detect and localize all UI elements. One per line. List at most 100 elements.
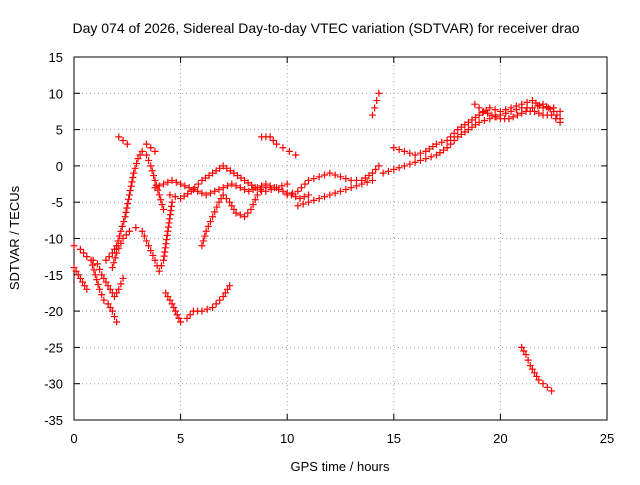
data-point <box>310 196 318 204</box>
data-point <box>98 271 106 279</box>
data-point <box>115 285 123 293</box>
data-point <box>171 193 179 201</box>
data-point <box>147 247 155 255</box>
data-point <box>76 245 84 253</box>
data-point <box>216 296 224 304</box>
data-point <box>100 296 108 304</box>
data-point <box>96 285 104 293</box>
data-point <box>373 97 381 105</box>
data-point <box>390 166 398 174</box>
data-point <box>496 107 504 115</box>
data-point <box>461 121 469 129</box>
data-point <box>113 318 121 326</box>
data-point <box>292 151 300 159</box>
data-point <box>361 174 369 182</box>
data-point <box>118 222 126 230</box>
data-point <box>79 278 87 286</box>
data-point <box>395 164 403 172</box>
data-point <box>310 175 318 183</box>
data-point <box>266 182 274 190</box>
data-point <box>447 133 455 141</box>
data-point <box>140 232 148 240</box>
data-point <box>509 113 517 121</box>
data-point <box>507 104 515 112</box>
data-point <box>535 109 543 117</box>
data-point <box>406 149 414 157</box>
data-point <box>472 121 480 129</box>
data-point <box>142 151 150 159</box>
data-point <box>273 140 281 148</box>
data-point <box>199 237 207 245</box>
data-point <box>535 101 543 109</box>
data-point <box>251 184 259 192</box>
data-point <box>150 172 158 180</box>
data-point <box>180 192 188 200</box>
data-point <box>292 193 300 201</box>
data-point <box>148 167 156 175</box>
data-point <box>425 145 433 153</box>
data-point <box>251 196 259 204</box>
data-point <box>468 116 476 124</box>
data-point <box>524 356 532 364</box>
data-point <box>294 202 302 210</box>
data-point <box>406 160 414 168</box>
data-point <box>535 376 543 384</box>
data-point <box>294 187 302 195</box>
data-point <box>411 158 419 166</box>
data-point <box>347 184 355 192</box>
data-point <box>247 205 255 213</box>
data-point <box>168 300 176 308</box>
data-point <box>395 146 403 154</box>
data-point <box>400 147 408 155</box>
data-point <box>321 193 329 201</box>
y-tick-label: -5 <box>51 195 63 210</box>
data-point <box>342 185 350 193</box>
data-point <box>222 195 230 203</box>
data-point <box>454 133 462 141</box>
data-point <box>440 146 448 154</box>
data-point <box>526 362 534 370</box>
data-point <box>300 193 308 201</box>
data-point <box>513 111 521 119</box>
data-point <box>111 313 119 321</box>
data-point <box>172 178 180 186</box>
data-point <box>212 167 220 175</box>
data-point <box>131 164 139 172</box>
data-point <box>283 191 291 199</box>
data-point <box>158 201 166 209</box>
data-point <box>142 140 150 148</box>
data-point <box>138 227 146 235</box>
data-point <box>486 115 494 123</box>
data-point <box>226 198 234 206</box>
data-point <box>228 202 236 210</box>
data-point <box>151 184 159 192</box>
data-point <box>365 172 373 180</box>
data-point <box>422 155 430 163</box>
data-point <box>113 289 121 297</box>
data-point <box>245 187 253 195</box>
data-point <box>151 256 159 264</box>
data-point <box>164 178 172 186</box>
data-point <box>488 111 496 119</box>
data-point <box>127 182 135 190</box>
data-point <box>479 107 487 115</box>
data-point <box>167 202 175 210</box>
data-point <box>232 182 240 190</box>
data-point <box>132 224 140 232</box>
data-point <box>102 256 110 264</box>
data-point <box>518 343 526 351</box>
x-tick-label: 0 <box>70 431 77 446</box>
data-point <box>523 98 531 106</box>
data-point <box>492 113 500 121</box>
data-point <box>183 314 191 322</box>
data-point <box>163 236 171 244</box>
data-point <box>486 104 494 112</box>
data-point <box>443 136 451 144</box>
data-point <box>161 244 169 252</box>
data-point <box>111 293 119 301</box>
data-point <box>262 184 270 192</box>
data-point <box>211 208 219 216</box>
data-point <box>461 128 469 136</box>
data-point <box>416 156 424 164</box>
data-point <box>257 185 265 193</box>
